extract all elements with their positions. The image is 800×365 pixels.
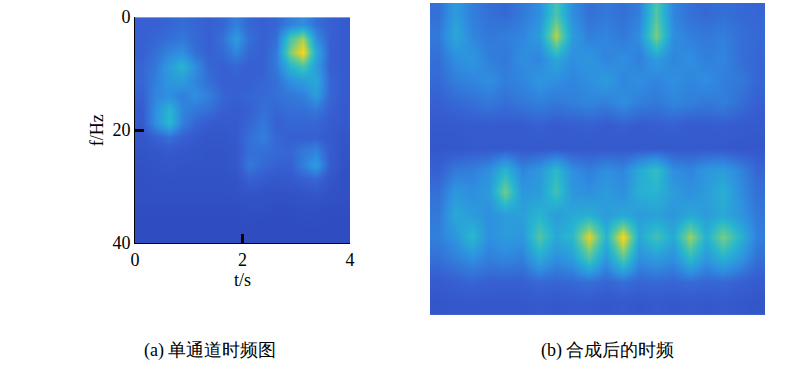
svg-text:2: 2: [238, 250, 247, 270]
svg-text:0: 0: [121, 7, 130, 27]
svg-text:0: 0: [131, 250, 140, 270]
svg-text:4: 4: [346, 250, 355, 270]
svg-text:(b) 合成后的时频: (b) 合成后的时频: [541, 340, 675, 361]
svg-text:20: 20: [112, 120, 130, 140]
svg-text:t/s: t/s: [234, 270, 251, 290]
svg-text:(a) 单通道时频图: (a) 单通道时频图: [144, 340, 276, 361]
svg-text:f/Hz: f/Hz: [87, 114, 107, 146]
svg-text:40: 40: [112, 233, 130, 253]
